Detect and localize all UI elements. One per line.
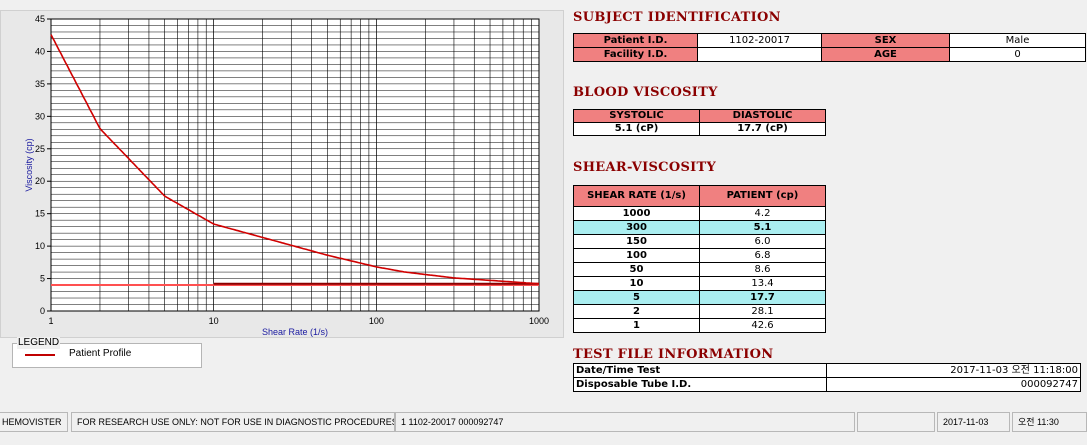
x-tick-label: 100 bbox=[369, 316, 384, 326]
status-bar: HEMOVISTER FOR RESEARCH USE ONLY: NOT FO… bbox=[0, 407, 1087, 435]
status-record: 1 1102-20017 000092747 bbox=[395, 412, 855, 432]
patient-cp-cell: 42.6 bbox=[699, 318, 826, 333]
y-tick-label: 15 bbox=[35, 209, 45, 219]
shear-rate-cell: 2 bbox=[573, 304, 700, 319]
y-tick-label: 20 bbox=[35, 176, 45, 186]
status-notice: FOR RESEARCH USE ONLY: NOT FOR USE IN DI… bbox=[71, 412, 395, 432]
x-tick-label: 10 bbox=[209, 316, 219, 326]
y-tick-label: 10 bbox=[35, 241, 45, 251]
shear-rate-cell: 10 bbox=[573, 276, 700, 291]
shear-rate-header: SHEAR RATE (1/s) bbox=[573, 185, 700, 207]
diastolic-value: 17.7 (cP) bbox=[699, 122, 826, 136]
blood-viscosity-title: BLOOD VISCOSITY bbox=[573, 85, 718, 100]
y-tick-label: 30 bbox=[35, 111, 45, 121]
shear-rate-cell: 1000 bbox=[573, 206, 700, 221]
shear-viscosity-title: SHEAR-VISCOSITY bbox=[573, 160, 717, 175]
legend-label: Patient Profile bbox=[69, 348, 132, 359]
tube-id-label: Disposable Tube I.D. bbox=[573, 377, 827, 392]
patient-cp-cell: 6.0 bbox=[699, 234, 826, 249]
legend-swatch bbox=[25, 354, 55, 356]
datetime-value: 2017-11-03 오전 11:18:00 bbox=[826, 363, 1081, 378]
shear-row: 150 6.0 bbox=[573, 234, 826, 249]
patient-cp-cell: 28.1 bbox=[699, 304, 826, 319]
legend-title: LEGEND bbox=[17, 337, 61, 349]
patient-cp-cell: 4.2 bbox=[699, 206, 826, 221]
shear-row: 100 6.8 bbox=[573, 248, 826, 263]
shear-row: 50 8.6 bbox=[573, 262, 826, 277]
blood-viscosity-table: SYSTOLIC DIASTOLIC 5.1 (cP) 17.7 (cP) bbox=[573, 109, 826, 136]
age-value: 0 bbox=[949, 47, 1086, 62]
viscosity-chart: 0 5 10 15 20 25 30 35 40 45 1 10 100 1000 Shear Rate (… bbox=[0, 10, 564, 338]
subject-title: SUBJECT IDENTIFICATION bbox=[573, 10, 781, 25]
shear-row: 5 17.7 bbox=[573, 290, 826, 305]
shear-row: 300 5.1 bbox=[573, 220, 826, 235]
shear-rate-cell: 300 bbox=[573, 220, 700, 235]
chart-svg: 0 5 10 15 20 25 30 35 40 45 1 10 100 1000 Shear Rate (… bbox=[24, 14, 549, 337]
facility-id-label: Facility I.D. bbox=[573, 47, 698, 62]
shear-rate-cell: 50 bbox=[573, 262, 700, 277]
y-tick-label: 45 bbox=[35, 14, 45, 24]
shear-rate-cell: 5 bbox=[573, 290, 700, 305]
age-label: AGE bbox=[821, 47, 950, 62]
shear-row: 10 13.4 bbox=[573, 276, 826, 291]
patient-profile-line bbox=[50, 34, 540, 285]
shear-viscosity-table: SHEAR RATE (1/s) PATIENT (cp) 1000 4.2 300… bbox=[573, 185, 826, 333]
patient-cp-cell: 13.4 bbox=[699, 276, 826, 291]
test-file-title: TEST FILE INFORMATION bbox=[573, 347, 774, 362]
shear-row: 2 28.1 bbox=[573, 304, 826, 319]
test-file-table: Date/Time Test 2017-11-03 오전 11:18:00 Di… bbox=[573, 363, 1081, 392]
shear-row: 1000 4.2 bbox=[573, 206, 826, 221]
status-empty bbox=[857, 412, 935, 432]
legend: LEGEND Patient Profile bbox=[12, 337, 202, 368]
status-date: 2017-11-03 bbox=[937, 412, 1010, 432]
diastolic-label: DIASTOLIC bbox=[699, 109, 826, 123]
status-app-name: HEMOVISTER bbox=[0, 412, 68, 432]
y-tick-label: 25 bbox=[35, 144, 45, 154]
x-tick-label: 1 bbox=[48, 316, 53, 326]
patient-cp-cell: 17.7 bbox=[699, 290, 826, 305]
tube-id-value: 000092747 bbox=[826, 377, 1081, 392]
y-tick-label: 35 bbox=[35, 79, 45, 89]
y-tick-label: 0 bbox=[40, 306, 45, 316]
shear-rate-cell: 100 bbox=[573, 248, 700, 263]
patient-cp-cell: 8.6 bbox=[699, 262, 826, 277]
patient-cp-header: PATIENT (cp) bbox=[699, 185, 826, 207]
status-time: 오전 11:30 bbox=[1012, 412, 1087, 432]
patient-id-label: Patient I.D. bbox=[573, 33, 698, 48]
sex-label: SEX bbox=[821, 33, 950, 48]
shear-row: 1 42.6 bbox=[573, 318, 826, 333]
y-tick-label: 5 bbox=[40, 274, 45, 284]
datetime-label: Date/Time Test bbox=[573, 363, 827, 378]
systolic-value: 5.1 (cP) bbox=[573, 122, 700, 136]
sex-value: Male bbox=[949, 33, 1086, 48]
shear-rate-cell: 1 bbox=[573, 318, 700, 333]
patient-cp-cell: 5.1 bbox=[699, 220, 826, 235]
subject-table: Patient I.D. 1102-20017 SEX Male Facilit… bbox=[573, 33, 1086, 62]
patient-id-value: 1102-20017 bbox=[697, 33, 822, 48]
facility-id-value bbox=[697, 47, 822, 62]
systolic-label: SYSTOLIC bbox=[573, 109, 700, 123]
plot-area bbox=[50, 18, 540, 312]
shear-rate-cell: 150 bbox=[573, 234, 700, 249]
patient-cp-cell: 6.8 bbox=[699, 248, 826, 263]
x-axis-title: Shear Rate (1/s) bbox=[262, 327, 328, 337]
y-tick-label: 40 bbox=[35, 46, 45, 56]
y-axis-title: Viscosity (cp) bbox=[24, 138, 34, 191]
x-tick-label: 1000 bbox=[529, 316, 549, 326]
